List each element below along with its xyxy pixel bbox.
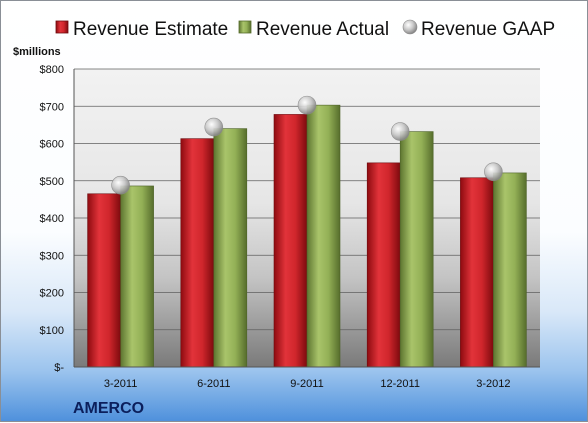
bar-revenue-actual: [120, 185, 154, 368]
y-tick-label: $500: [40, 176, 64, 188]
bar-revenue-estimate: [273, 114, 308, 368]
legend-label-revenue-gaap: Revenue GAAP: [421, 19, 555, 40]
legend-item-revenue-actual: Revenue Actual: [238, 19, 389, 40]
legend-swatch-revenue-actual: [238, 20, 252, 34]
x-axis-ticks: 3-2011 6-2011 9-2011 12-2011 3-2012: [104, 378, 511, 390]
legend: Revenue Estimate Revenue Actual Revenue …: [55, 19, 555, 40]
x-tick-label: 3-2011: [104, 378, 137, 390]
bar-revenue-estimate: [460, 177, 494, 368]
bar-revenue-actual: [213, 128, 248, 368]
bar-revenue-actual: [493, 172, 527, 368]
marker-revenue-gaap: [204, 117, 224, 137]
x-tick-label: 3-2012: [476, 378, 510, 390]
y-tick-label: $200: [40, 288, 64, 300]
y-tick-label: $700: [40, 101, 64, 113]
legend-item-revenue-estimate: Revenue Estimate: [55, 19, 228, 40]
marker-revenue-gaap: [111, 175, 130, 195]
y-tick-label: $100: [40, 325, 64, 337]
legend-swatch-revenue-gaap: [402, 19, 418, 35]
marker-revenue-gaap: [297, 95, 317, 115]
bars: [87, 104, 527, 368]
y-tick-label: $600: [40, 139, 64, 151]
bar-revenue-actual: [306, 104, 341, 368]
legend-item-revenue-gaap: Revenue GAAP: [402, 19, 555, 40]
y-tick-label: $400: [40, 213, 64, 225]
x-tick-label: 9-2011: [290, 378, 323, 390]
bar-revenue-estimate: [87, 193, 121, 368]
y-axis-unit-label: $millions: [13, 46, 61, 58]
marker-revenue-gaap: [484, 162, 503, 182]
x-tick-label: 12-2011: [380, 378, 420, 390]
company-label: AMERCO: [73, 400, 144, 417]
y-tick-label: $300: [40, 250, 64, 262]
bar-revenue-actual: [399, 131, 434, 368]
y-axis-ticks: $- $100 $200 $300 $400 $500 $600 $700 $800: [40, 64, 65, 374]
bar-revenue-estimate: [366, 162, 401, 368]
y-tick-label: $-: [54, 362, 64, 374]
x-tick-label: 6-2011: [197, 378, 230, 390]
bar-revenue-estimate: [180, 138, 215, 368]
gaap-markers: [111, 95, 503, 195]
legend-label-revenue-actual: Revenue Actual: [256, 19, 389, 40]
marker-revenue-gaap: [390, 122, 410, 141]
y-tick-label: $800: [40, 64, 64, 76]
legend-label-revenue-estimate: Revenue Estimate: [73, 19, 228, 40]
legend-swatch-revenue-estimate: [55, 20, 69, 34]
